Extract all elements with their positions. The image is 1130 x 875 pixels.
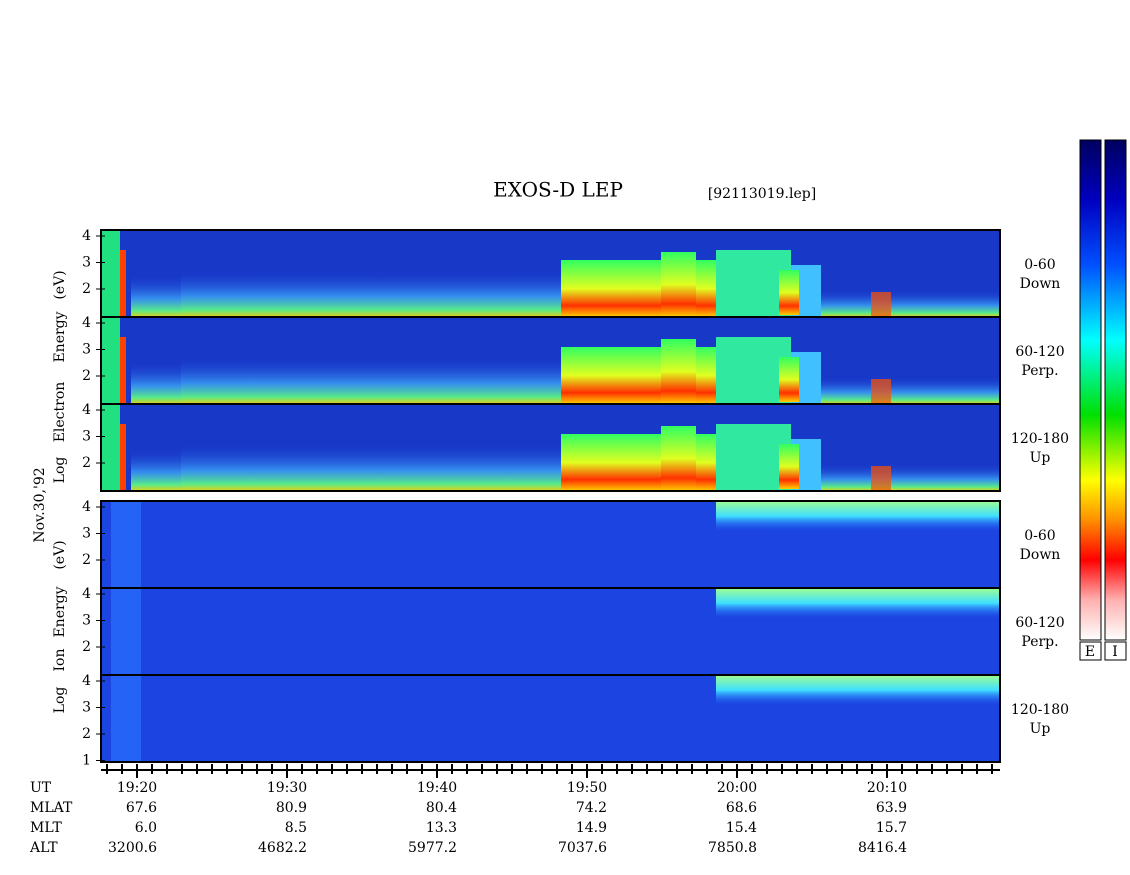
ion-spectrogram xyxy=(101,675,1000,762)
colorbar-label-box xyxy=(1104,641,1127,661)
colorbar-label-box xyxy=(1079,641,1102,661)
time-label: 19:20 xyxy=(117,780,157,796)
panel-label: Down xyxy=(1020,276,1061,292)
y-tick-label: 4 xyxy=(82,586,91,602)
table-cell: 6.0 xyxy=(135,820,157,836)
y-tick-label: 4 xyxy=(82,499,91,515)
table-cell: 13.3 xyxy=(426,820,457,836)
table-cell: 63.9 xyxy=(876,800,907,816)
panel-label: 120-180 xyxy=(1011,702,1069,718)
panel-label: Up xyxy=(1030,450,1051,466)
y-tick-label: 3 xyxy=(82,613,91,629)
row-label: UT xyxy=(30,780,52,796)
ion-axis-label: Log xyxy=(52,687,68,714)
ion-axis-label: Energy xyxy=(52,586,68,637)
ion-spectrogram xyxy=(101,588,1000,675)
colorbar-label: I xyxy=(1112,644,1118,660)
y-tick-label: 2 xyxy=(82,552,91,568)
ion-axis-label: Ion xyxy=(52,649,68,672)
table-cell: 74.2 xyxy=(576,800,607,816)
y-tick-label: 3 xyxy=(82,700,91,716)
file-id: [92113019.lep] xyxy=(708,186,816,202)
electron-axis-label: Log xyxy=(52,457,68,484)
table-cell: 7850.8 xyxy=(708,840,757,856)
panel-label: 60-120 xyxy=(1015,615,1064,631)
y-tick-label: 4 xyxy=(82,673,91,689)
table-cell: 7037.6 xyxy=(558,840,607,856)
electron-axis-label: (eV) xyxy=(52,270,68,299)
panel-label: 60-120 xyxy=(1015,344,1064,360)
time-ticks xyxy=(106,764,993,778)
table-cell: 15.7 xyxy=(876,820,907,836)
orbit-table: UT MLAT MLT ALT 19:20 67.6 6.0 3200.6 19:30 80.9 8… xyxy=(29,780,907,856)
electron-spectrogram xyxy=(101,230,1000,317)
time-label: 19:50 xyxy=(567,780,607,796)
table-cell: 67.6 xyxy=(126,800,157,816)
ion-axis-label: (eV) xyxy=(52,540,68,569)
panel-label: Up xyxy=(1030,721,1051,737)
panel-label: Down xyxy=(1020,547,1061,563)
colorbar-electron xyxy=(1079,139,1102,641)
electron-axis-label: Energy xyxy=(52,311,68,362)
table-cell: 14.9 xyxy=(576,820,607,836)
y-tick-label: 3 xyxy=(82,255,91,271)
panel-label: Perp. xyxy=(1021,363,1058,379)
table-cell: 3200.6 xyxy=(108,840,157,856)
y-tick-label: 3 xyxy=(82,429,91,445)
y-tick-label: 4 xyxy=(82,315,91,331)
date-label: Nov.30,'92 xyxy=(32,467,48,542)
time-label: 20:10 xyxy=(867,780,907,796)
time-label: 19:40 xyxy=(417,780,457,796)
ion-spectrogram xyxy=(101,501,1000,588)
y-tick-label: 2 xyxy=(82,281,91,297)
table-cell: 8.5 xyxy=(285,820,307,836)
y-tick-label: 4 xyxy=(82,228,91,244)
y-tick-label: 2 xyxy=(82,726,91,742)
panel-label: 120-180 xyxy=(1011,431,1069,447)
table-cell: 8416.4 xyxy=(858,840,907,856)
colorbar-label: E xyxy=(1085,644,1095,660)
colorbar-ion xyxy=(1104,139,1127,641)
y-tick-label: 2 xyxy=(82,368,91,384)
time-label: 19:30 xyxy=(267,780,307,796)
y-tick-label: 2 xyxy=(82,639,91,655)
panel-label: Perp. xyxy=(1021,634,1058,650)
title: EXOS-D LEP xyxy=(493,178,623,202)
row-label: MLT xyxy=(30,820,62,836)
table-cell: 5977.2 xyxy=(408,840,457,856)
table-cell: 80.4 xyxy=(426,800,457,816)
panel-label: 0-60 xyxy=(1024,257,1055,273)
electron-spectrogram xyxy=(101,404,1000,491)
panel-label: 0-60 xyxy=(1024,528,1055,544)
y-tick-label: 3 xyxy=(82,526,91,542)
y-tick-label: 3 xyxy=(82,342,91,358)
time-label: 20:00 xyxy=(717,780,757,796)
spectrogram-panels: 2 3 4 0-60 Down 2 3 4 60-120 Perp. 2 3 4 120-180 Up 2 3 4… xyxy=(82,228,1069,769)
table-cell: 68.6 xyxy=(726,800,757,816)
y-tick-label: 2 xyxy=(82,455,91,471)
row-label: ALT xyxy=(29,840,58,856)
electron-spectrogram xyxy=(101,317,1000,404)
table-cell: 80.9 xyxy=(276,800,307,816)
y-tick-label: 4 xyxy=(82,402,91,418)
panel-frame xyxy=(100,674,1001,763)
row-label: MLAT xyxy=(30,800,73,816)
table-cell: 15.4 xyxy=(726,820,757,836)
electron-axis-label: Electron xyxy=(52,382,68,443)
table-cell: 4682.2 xyxy=(258,840,307,856)
y-tick-label: 1 xyxy=(82,753,91,769)
panel-frame xyxy=(100,403,1001,492)
axis-labels: Nov.30,'92 LogElectronEnergy(eV)LogIonEne… xyxy=(32,270,68,713)
